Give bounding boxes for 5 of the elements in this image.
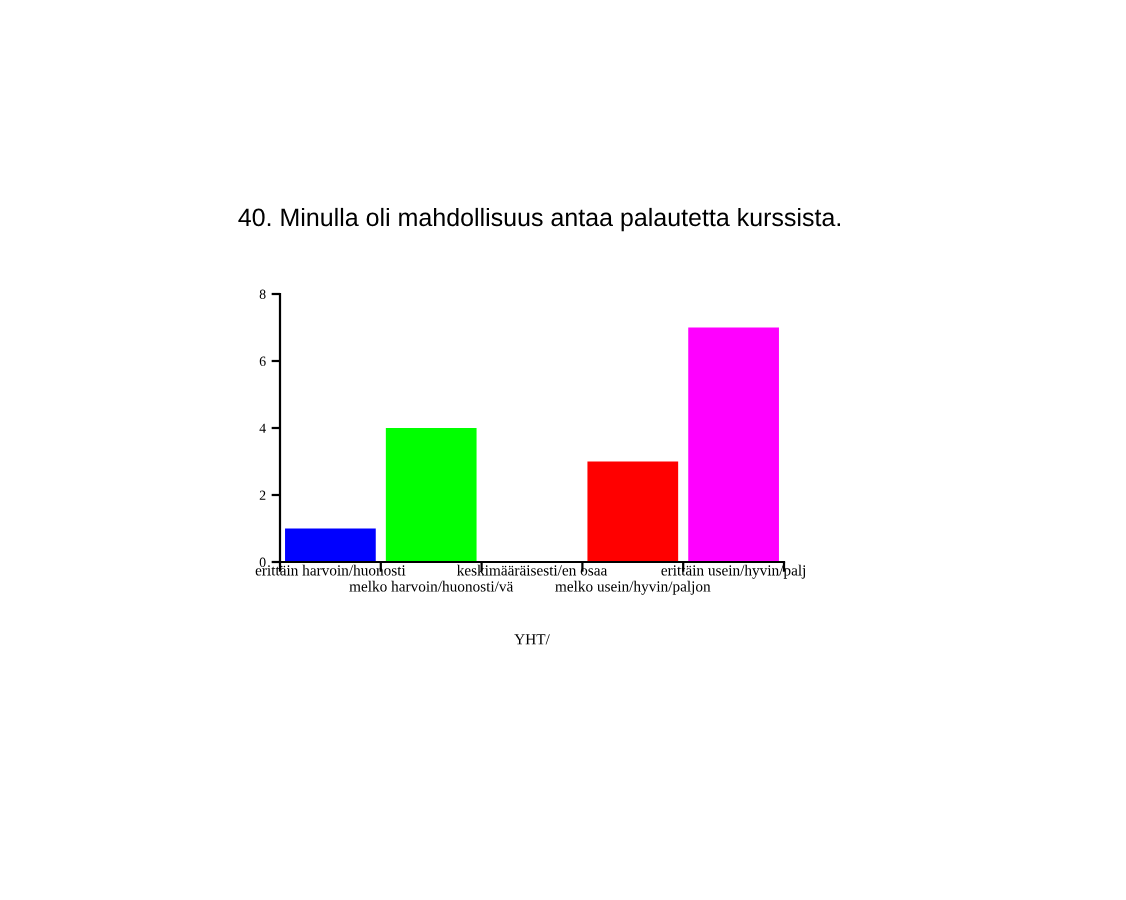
bar bbox=[587, 461, 679, 562]
bar bbox=[285, 528, 376, 562]
chart-title: 40. Minulla oli mahdollisuus antaa palautetta kurssista. bbox=[238, 207, 840, 232]
bar bbox=[385, 428, 477, 562]
bar bbox=[688, 327, 779, 562]
